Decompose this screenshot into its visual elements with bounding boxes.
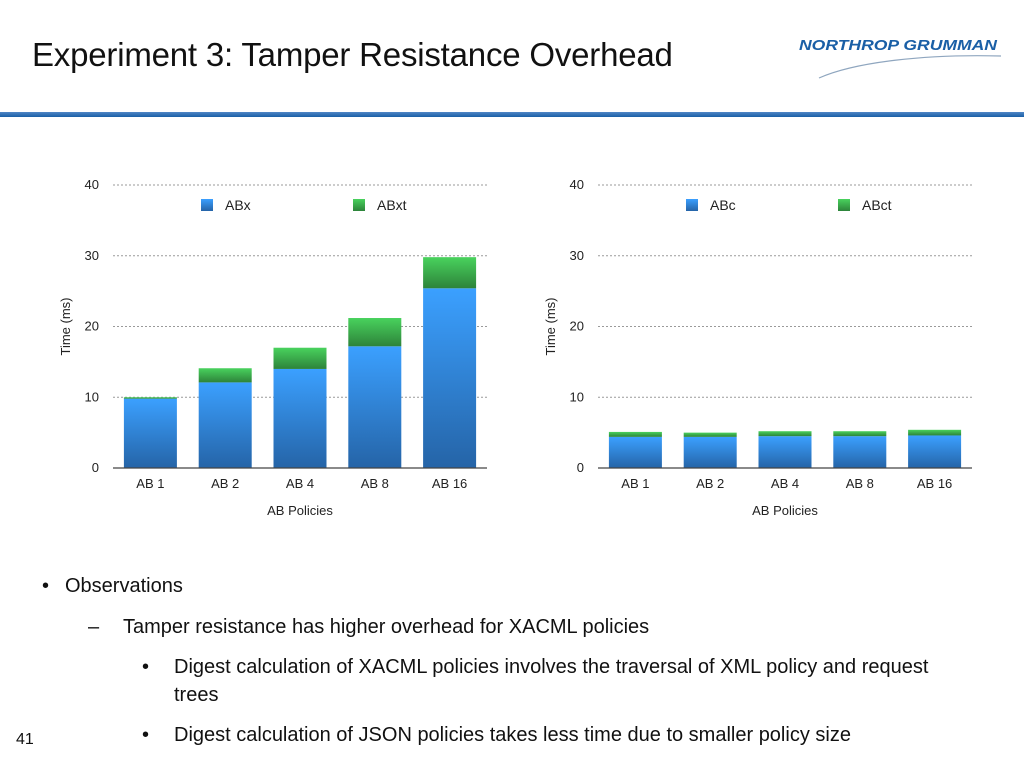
bar-abc <box>833 436 887 468</box>
bar-abxt <box>423 257 477 289</box>
bullet-text: Tamper resistance has higher overhead fo… <box>123 616 650 638</box>
chart-abc: 0 10 20 30 40 AB 1 AB 2 AB 4 AB 8 AB 16 AB Policie… <box>543 177 972 518</box>
legend-swatch <box>201 199 213 211</box>
bar-abc <box>683 436 737 468</box>
y-tick-label: 40 <box>85 177 99 192</box>
bar-abxt <box>123 397 177 399</box>
northrop-grumman-logo: NORTHROP GRUMMAN <box>799 38 1002 79</box>
bullet-text: Observations <box>65 575 183 597</box>
y-tick-label: 10 <box>570 389 584 404</box>
y-tick-label: 10 <box>85 389 99 404</box>
bullet-marker: • <box>142 724 150 746</box>
bar-abx <box>123 398 177 468</box>
legend-label: ABxt <box>377 197 407 213</box>
bullet-text: Digest calculation of XACML policies inv… <box>174 656 929 706</box>
x-tick-label: AB 16 <box>432 476 467 491</box>
bar-abx <box>273 368 327 468</box>
y-axis-label: Time (ms) <box>543 297 558 355</box>
legend-label: ABc <box>710 197 736 213</box>
page-number: 41 <box>16 731 34 748</box>
x-tick-label: AB 16 <box>917 476 952 491</box>
y-tick-label: 0 <box>577 460 584 475</box>
x-tick-label: AB 2 <box>696 476 724 491</box>
logo-text: NORTHROP GRUMMAN <box>799 38 998 54</box>
bar-abxt <box>198 368 252 383</box>
x-tick-label: AB 2 <box>211 476 239 491</box>
bar-abx <box>423 288 477 468</box>
bar-abct <box>758 431 812 437</box>
header-rule <box>0 112 1024 117</box>
chart-abx: 0 10 20 30 40 AB 1 AB 2 AB 4 AB 8 AB 16 AB Policie… <box>58 177 487 518</box>
logo-swoosh <box>818 55 1002 79</box>
bar-abxt <box>273 347 327 369</box>
bar-abct <box>683 432 737 437</box>
bar-abxt <box>348 318 402 347</box>
x-tick-label: AB 1 <box>136 476 164 491</box>
legend-swatch <box>686 199 698 211</box>
x-tick-label: AB 8 <box>361 476 389 491</box>
y-axis-label: Time (ms) <box>58 297 73 355</box>
bar-abx <box>198 382 252 468</box>
x-tick-label: AB 1 <box>621 476 649 491</box>
x-axis-label: AB Policies <box>752 503 818 518</box>
y-tick-label: 20 <box>570 319 584 334</box>
legend-label: ABx <box>225 197 251 213</box>
bullet-marker: • <box>42 575 50 597</box>
bar-abct <box>833 431 887 437</box>
legend-swatch <box>353 199 365 211</box>
y-tick-label: 0 <box>92 460 99 475</box>
bar-abc <box>908 435 962 468</box>
bar-abct <box>908 429 962 436</box>
legend-swatch <box>838 199 850 211</box>
x-tick-label: AB 8 <box>846 476 874 491</box>
x-tick-label: AB 4 <box>286 476 314 491</box>
bar-abc <box>608 436 662 468</box>
bullet-marker: • <box>142 656 150 678</box>
y-tick-label: 30 <box>570 248 584 263</box>
x-tick-label: AB 4 <box>771 476 799 491</box>
bar-abct <box>608 431 662 437</box>
legend-label: ABct <box>862 197 892 213</box>
x-axis-label: AB Policies <box>267 503 333 518</box>
y-tick-label: 30 <box>85 248 99 263</box>
bar-abc <box>758 436 812 468</box>
bullet-text: Digest calculation of JSON policies take… <box>174 724 851 746</box>
y-tick-label: 40 <box>570 177 584 192</box>
slide-title: Experiment 3: Tamper Resistance Overhead <box>32 36 673 73</box>
dash-marker: – <box>88 616 100 638</box>
y-tick-label: 20 <box>85 319 99 334</box>
bar-abx <box>348 346 402 468</box>
